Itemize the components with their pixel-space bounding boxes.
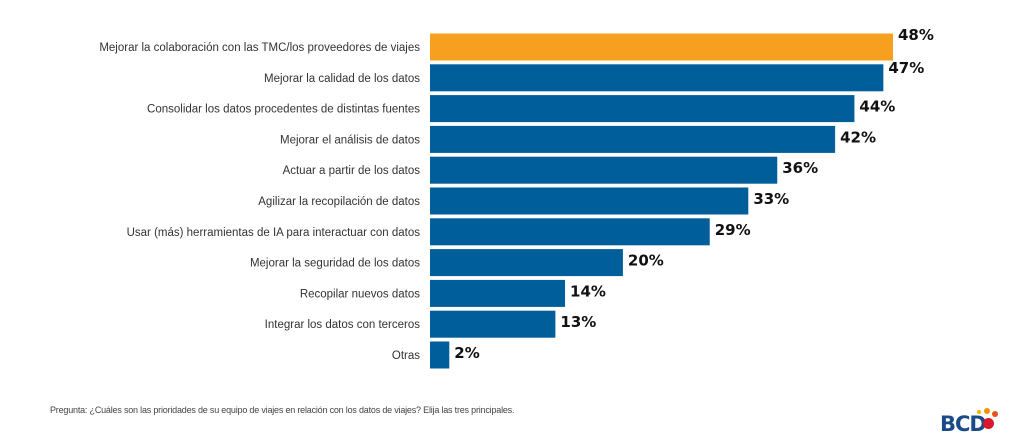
bar [430, 218, 710, 246]
bar [430, 95, 855, 123]
category-label: Otras [392, 350, 420, 362]
value-label: 47% [888, 59, 924, 77]
bcd-logo: BCD [940, 404, 1000, 436]
bar [430, 279, 566, 307]
category-label: Mejorar el análisis de datos [280, 134, 420, 146]
bar [430, 341, 450, 369]
logo-dot [977, 410, 981, 414]
category-label: Mejorar la calidad de los datos [264, 73, 420, 85]
category-label: Actuar a partir de los datos [283, 165, 421, 177]
value-label: 42% [840, 128, 876, 146]
bar [430, 33, 893, 61]
category-label: Consolidar los datos procedentes de dist… [147, 104, 420, 116]
category-label: Agilizar la recopilación de datos [258, 196, 420, 208]
bar [430, 64, 884, 92]
logo-text: BCD [940, 412, 987, 436]
category-label: Mejorar la seguridad de los datos [250, 258, 420, 270]
category-label: Mejorar la colaboración con las TMC/los … [99, 42, 420, 54]
logo-dot [983, 418, 994, 429]
category-label: Recopilar nuevos datos [300, 288, 420, 300]
value-label: 14% [570, 282, 606, 300]
bar [430, 156, 778, 184]
value-label: 44% [859, 98, 895, 116]
value-label: 29% [715, 221, 751, 239]
value-label: 36% [782, 159, 818, 177]
question-footnote: Pregunta: ¿Cuáles son las prioridades de… [50, 405, 515, 415]
value-label: 2% [454, 344, 479, 362]
value-label: 20% [628, 252, 664, 270]
bar-chart: Mejorar la colaboración con las TMC/los … [99, 26, 934, 369]
logo-dot [992, 411, 998, 417]
value-label: 33% [753, 190, 789, 208]
value-label: 13% [560, 313, 596, 331]
bar [430, 125, 836, 153]
category-label: Usar (más) herramientas de IA para inter… [127, 227, 421, 239]
category-label: Integrar los datos con terceros [265, 319, 421, 331]
bar [430, 187, 749, 215]
bar [430, 249, 623, 277]
bar [430, 310, 556, 338]
value-label: 48% [898, 26, 934, 44]
logo-dot [984, 408, 990, 414]
